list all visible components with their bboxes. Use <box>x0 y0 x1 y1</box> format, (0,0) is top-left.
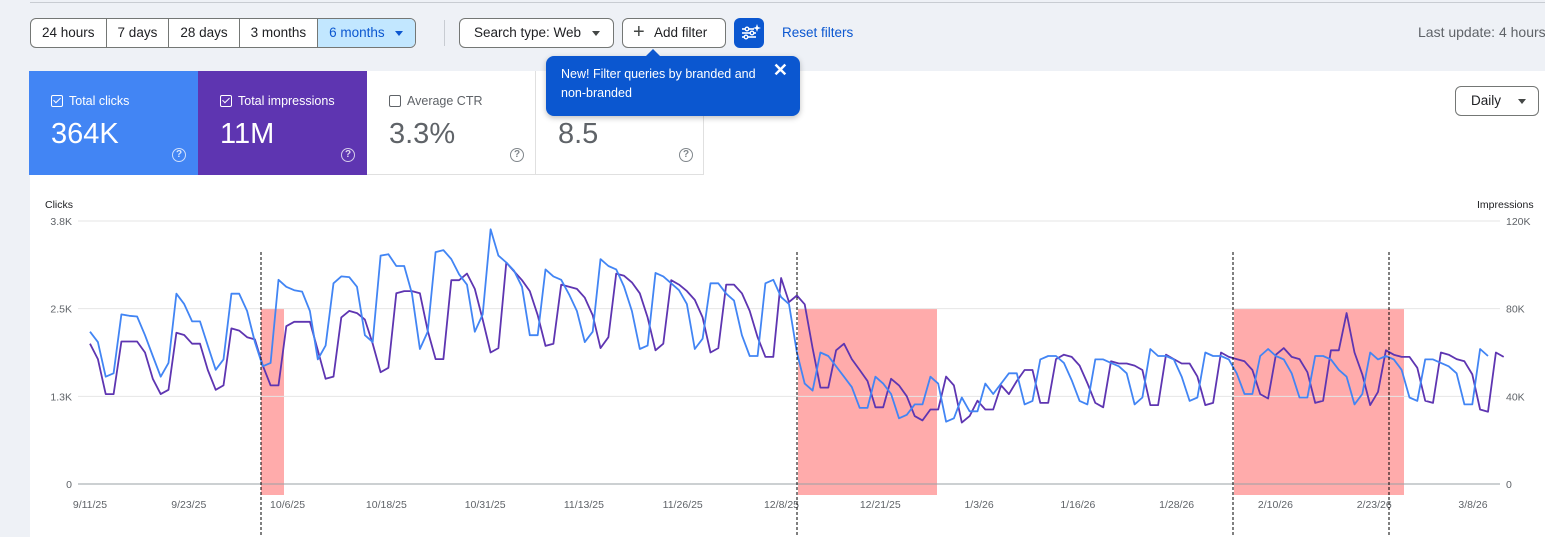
caret-down-icon <box>394 31 403 36</box>
plus-icon: + <box>633 21 645 43</box>
metric-value: 11M <box>220 118 275 150</box>
metric-label-row: Total impressions <box>220 94 335 108</box>
help-icon[interactable]: ? <box>679 148 693 162</box>
top-divider <box>30 2 1545 3</box>
range-24-hours[interactable]: 24 hours <box>31 19 107 47</box>
filter-suggestions-button[interactable] <box>734 18 764 48</box>
search-type-dropdown[interactable]: Search type: Web <box>459 18 614 48</box>
tooltip-text: New! Filter queries by branded and non-b… <box>561 67 756 100</box>
metric-label-row: Average CTR <box>389 94 483 108</box>
range-6-months-label: 6 months <box>329 25 385 40</box>
metric-label: Total impressions <box>238 94 335 108</box>
reset-filters-link[interactable]: Reset filters <box>782 25 854 40</box>
caret-down-icon <box>592 31 600 36</box>
range-3-months[interactable]: 3 months <box>240 19 319 47</box>
metric-label-row: Total clicks <box>51 94 129 108</box>
branded-filter-tooltip: New! Filter queries by branded and non-b… <box>546 49 800 116</box>
help-icon[interactable]: ? <box>510 148 524 162</box>
add-filter-label: Add filter <box>654 25 708 40</box>
metric-total-impressions[interactable]: Total impressions 11M ? <box>198 71 367 175</box>
metric-value: 3.3% <box>389 118 456 150</box>
checkbox-unchecked-icon[interactable] <box>389 95 401 107</box>
checkbox-checked-icon[interactable] <box>51 95 63 107</box>
search-type-label: Search type: Web <box>474 25 582 40</box>
range-28-days[interactable]: 28 days <box>169 19 240 47</box>
metric-total-clicks[interactable]: Total clicks 364K ? <box>29 71 198 175</box>
metric-label: Total clicks <box>69 94 130 108</box>
last-update-text: Last update: 4 hours <box>1418 24 1545 40</box>
metric-value: 364K <box>51 118 119 150</box>
date-range-selector[interactable]: 24 hours 7 days 28 days 3 months 6 month… <box>30 18 416 48</box>
metric-average-ctr[interactable]: Average CTR 3.3% ? <box>367 71 536 175</box>
range-6-months[interactable]: 6 months <box>318 19 415 47</box>
close-icon[interactable]: ✕ <box>772 60 788 80</box>
range-7-days[interactable]: 7 days <box>107 19 170 47</box>
caret-down-icon <box>1518 99 1526 104</box>
help-icon[interactable]: ? <box>172 148 186 162</box>
metric-label: Average CTR <box>407 94 483 108</box>
granularity-label: Daily <box>1471 93 1502 108</box>
tune-sparkle-icon <box>742 24 761 40</box>
help-icon[interactable]: ? <box>341 148 355 162</box>
granularity-dropdown[interactable]: Daily <box>1455 86 1539 116</box>
metric-value: 8.5 <box>558 118 599 150</box>
toolbar-divider <box>444 20 445 46</box>
add-filter-button[interactable]: + Add filter <box>622 18 726 48</box>
checkbox-checked-icon[interactable] <box>220 95 232 107</box>
